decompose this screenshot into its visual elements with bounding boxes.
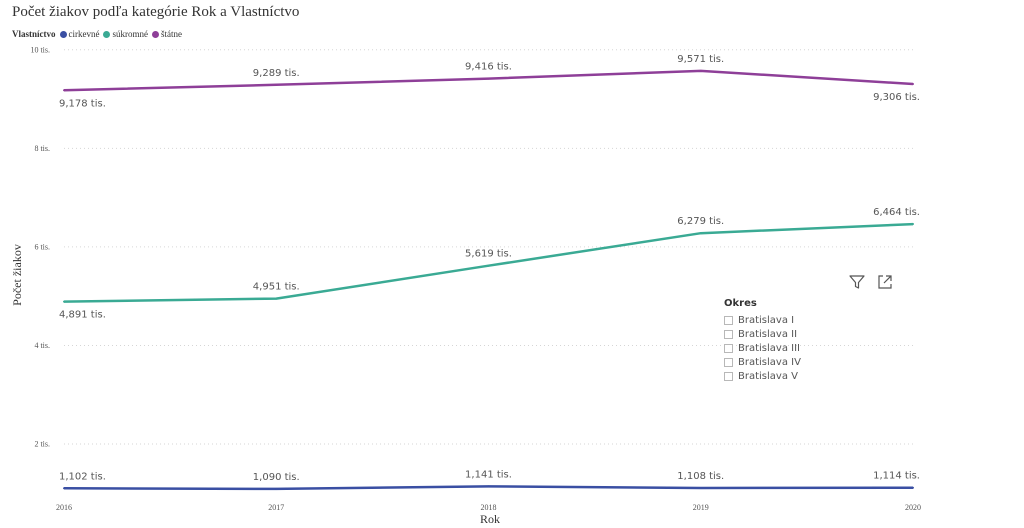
slicer-item-bratislava-1[interactable]: Bratislava I <box>724 313 801 327</box>
data-label: 1,108 tis. <box>677 471 724 482</box>
y-tick-label: 10 tis. <box>30 45 50 54</box>
slicer-item-label: Bratislava IV <box>738 356 801 368</box>
x-axis: 2016 2017 2018 2019 2020 <box>56 503 921 512</box>
legend-title: Vlastníctvo <box>12 29 56 39</box>
y-axis-title: Počet žiakov <box>10 244 24 306</box>
legend-item-cirkevne[interactable]: cirkevné <box>59 29 100 39</box>
filter-icon[interactable] <box>848 273 866 291</box>
slicer-item-label: Bratislava I <box>738 314 795 326</box>
data-point <box>275 297 278 300</box>
legend-label: štátne <box>160 29 182 39</box>
grid-lines <box>64 49 913 445</box>
slicer-item-label: Bratislava II <box>738 328 798 340</box>
data-label: 4,951 tis. <box>253 282 300 293</box>
checkbox[interactable] <box>724 357 733 367</box>
legend-item-sukromne[interactable]: súkromné <box>103 29 148 39</box>
data-point <box>275 487 278 490</box>
data-label: 6,279 tis. <box>677 216 724 227</box>
data-label: 6,464 tis. <box>873 207 920 218</box>
data-point <box>699 232 702 235</box>
legend-item-statne[interactable]: štátne <box>151 29 182 39</box>
checkbox[interactable] <box>724 343 733 353</box>
focus-mode-icon[interactable] <box>876 273 894 291</box>
slicer-item-bratislava-3[interactable]: Bratislava III <box>724 341 801 355</box>
data-label: 9,416 tis. <box>465 62 512 73</box>
data-label: 9,289 tis. <box>253 68 300 79</box>
data-point <box>699 486 702 489</box>
series-line-2 <box>63 222 914 303</box>
data-label: 9,306 tis. <box>873 92 920 103</box>
data-point <box>487 264 490 267</box>
slicer-item-label: Bratislava III <box>738 342 800 354</box>
x-tick-label: 2017 <box>268 503 284 512</box>
legend-swatch <box>151 30 159 38</box>
x-axis-title: Rok <box>480 512 500 526</box>
legend-swatch <box>59 30 67 38</box>
checkbox[interactable] <box>724 371 733 381</box>
data-point <box>63 487 65 490</box>
data-label: 1,114 tis. <box>873 471 920 482</box>
slicer-item-bratislava-2[interactable]: Bratislava II <box>724 327 801 341</box>
slicer-item-bratislava-5[interactable]: Bratislava V <box>724 369 801 383</box>
data-point <box>912 83 914 86</box>
checkbox[interactable] <box>724 315 733 325</box>
data-point <box>912 223 914 226</box>
legend-swatch <box>103 30 111 38</box>
slicer-title: Okres <box>724 298 757 309</box>
legend-label: cirkevné <box>68 29 100 39</box>
data-labels: 1,102 tis. 1,090 tis. 1,141 tis. 1,108 tis.… <box>59 54 920 483</box>
y-tick-label: 4 tis. <box>34 341 50 350</box>
data-point <box>63 300 65 303</box>
legend-label: súkromné <box>112 29 148 39</box>
slicer-item-bratislava-4[interactable]: Bratislava IV <box>724 355 801 369</box>
data-label: 1,090 tis. <box>253 472 300 483</box>
slicer-item-label: Bratislava V <box>738 370 798 382</box>
series-lines <box>63 69 914 491</box>
okres-slicer: Okres Bratislava I Bratislava II Bratisl… <box>724 298 801 383</box>
legend: Vlastníctvo cirkevné súkromné štátne <box>12 29 186 39</box>
x-tick-label: 2020 <box>905 503 921 512</box>
data-label: 1,141 tis. <box>465 469 512 480</box>
x-tick-label: 2018 <box>481 503 497 512</box>
visual-toolbar <box>848 273 894 291</box>
y-axis: 2 tis. 4 tis. 6 tis. 8 tis. 10 tis. <box>30 45 50 448</box>
y-tick-label: 2 tis. <box>34 440 50 449</box>
x-tick-label: 2016 <box>56 503 72 512</box>
data-point <box>487 77 490 80</box>
x-tick-label: 2019 <box>693 503 709 512</box>
series-line-3 <box>63 69 914 92</box>
data-label: 5,619 tis. <box>465 249 512 260</box>
checkbox[interactable] <box>724 329 733 339</box>
data-label: 9,178 tis. <box>59 98 106 109</box>
data-point <box>63 89 65 92</box>
data-point <box>275 83 278 86</box>
y-tick-label: 6 tis. <box>34 242 50 251</box>
data-point <box>912 486 914 489</box>
data-point <box>699 69 702 72</box>
data-label: 4,891 tis. <box>59 310 106 321</box>
chart-title: Počet žiakov podľa kategórie Rok a Vlast… <box>12 4 300 20</box>
y-tick-label: 8 tis. <box>34 144 50 153</box>
data-label: 1,102 tis. <box>59 471 106 482</box>
data-point <box>487 485 490 488</box>
data-label: 9,571 tis. <box>677 54 724 65</box>
